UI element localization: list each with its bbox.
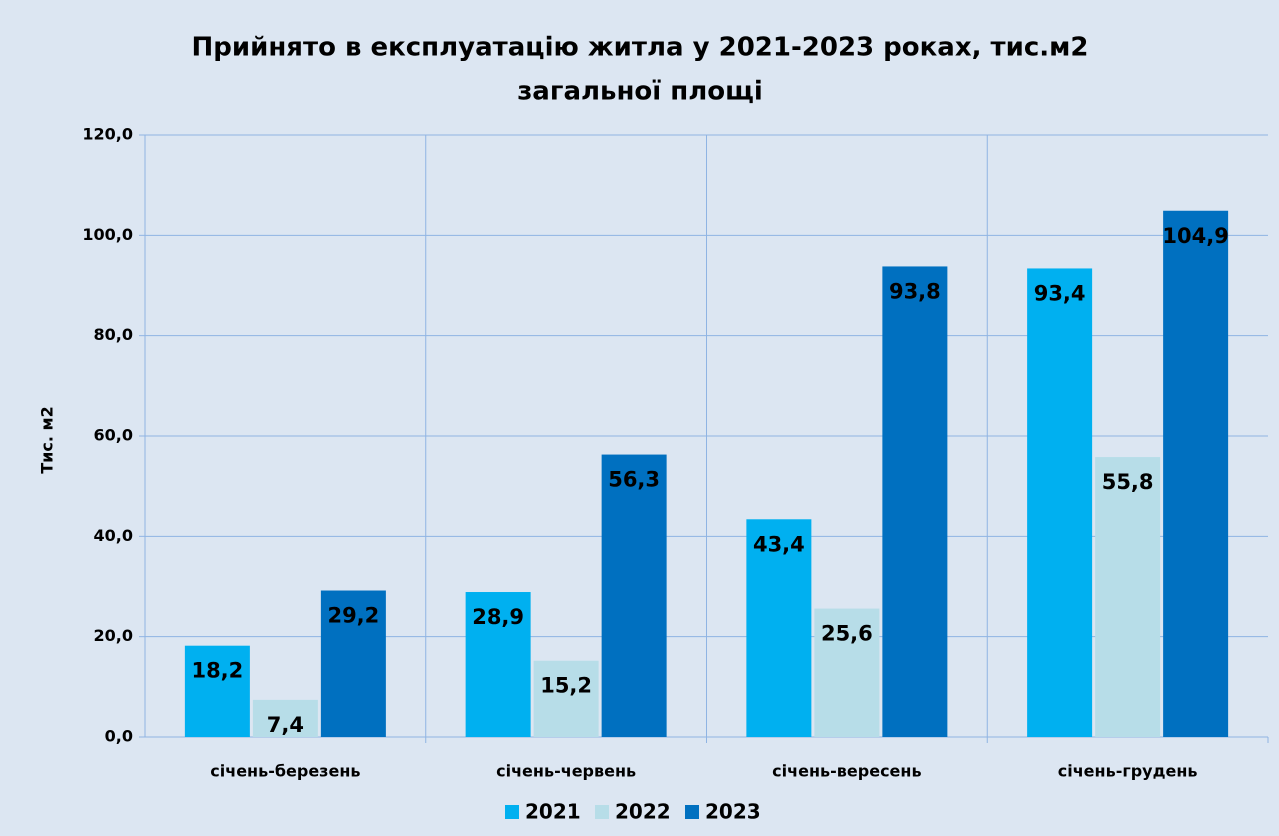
x-tick-label: січень-грудень bbox=[1058, 762, 1198, 781]
data-label: 15,2 bbox=[540, 674, 592, 698]
data-label: 55,8 bbox=[1102, 470, 1154, 494]
data-label: 43,4 bbox=[753, 532, 805, 556]
y-tick-label: 40,0 bbox=[94, 526, 133, 545]
x-tick-label: січень-вересень bbox=[772, 762, 921, 781]
y-tick-label: 120,0 bbox=[82, 125, 133, 144]
legend-swatch bbox=[595, 805, 609, 819]
y-axis-label: Тис. м2 bbox=[38, 406, 57, 473]
legend-swatch bbox=[685, 805, 699, 819]
data-label: 93,8 bbox=[889, 279, 941, 303]
chart-title: загальної площі bbox=[517, 77, 763, 107]
legend-label: 2021 bbox=[525, 800, 581, 824]
bar bbox=[601, 454, 667, 737]
y-tick-label: 20,0 bbox=[94, 626, 133, 645]
legend-swatch bbox=[505, 805, 519, 819]
data-label: 29,2 bbox=[327, 604, 379, 628]
bar bbox=[320, 590, 386, 737]
data-label: 7,4 bbox=[267, 713, 304, 737]
y-tick-label: 80,0 bbox=[94, 325, 133, 344]
bar bbox=[1095, 457, 1161, 737]
y-tick-label: 0,0 bbox=[105, 727, 133, 746]
bar bbox=[746, 519, 812, 737]
data-label: 104,9 bbox=[1162, 224, 1228, 248]
bar bbox=[1027, 268, 1093, 737]
bar bbox=[465, 592, 531, 737]
y-tick-label: 100,0 bbox=[82, 225, 133, 244]
bar bbox=[882, 266, 948, 737]
data-label: 56,3 bbox=[608, 468, 660, 492]
chart-title: Прийнято в експлуатацію житла у 2021-202… bbox=[192, 33, 1089, 63]
x-tick-label: січень-березень bbox=[210, 762, 360, 781]
data-label: 18,2 bbox=[191, 659, 243, 683]
bar bbox=[252, 699, 318, 737]
bar bbox=[184, 645, 250, 737]
data-label: 28,9 bbox=[472, 605, 524, 629]
legend-label: 2022 bbox=[615, 800, 671, 824]
x-tick-label: січень-червень bbox=[496, 762, 636, 781]
bar bbox=[814, 608, 880, 737]
bar bbox=[533, 660, 599, 737]
bar bbox=[1163, 210, 1229, 738]
data-label: 93,4 bbox=[1034, 281, 1086, 305]
data-label: 25,6 bbox=[821, 622, 873, 646]
y-tick-label: 60,0 bbox=[94, 426, 133, 445]
legend-label: 2023 bbox=[705, 800, 761, 824]
